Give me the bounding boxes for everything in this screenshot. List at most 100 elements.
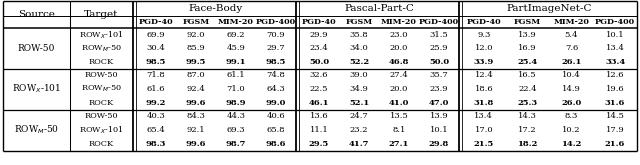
Text: 98.5: 98.5: [266, 58, 286, 66]
Text: 10.2: 10.2: [562, 126, 580, 134]
Text: ROCK: ROCK: [89, 140, 114, 148]
Text: 31.8: 31.8: [474, 99, 494, 107]
Text: 9.3: 9.3: [477, 31, 491, 39]
Text: 8.1: 8.1: [392, 126, 406, 134]
Text: ROW-50: ROW-50: [84, 71, 118, 79]
Text: 50.0: 50.0: [309, 58, 329, 66]
Text: 14.9: 14.9: [562, 85, 581, 93]
Text: ROW-50: ROW-50: [84, 112, 118, 120]
Text: 33.4: 33.4: [605, 58, 625, 66]
Text: 25.9: 25.9: [429, 44, 448, 52]
Text: 29.9: 29.9: [310, 31, 328, 39]
Text: 85.9: 85.9: [187, 44, 205, 52]
Text: 24.7: 24.7: [349, 112, 369, 120]
Text: 29.8: 29.8: [429, 140, 449, 148]
Text: 17.2: 17.2: [518, 126, 537, 134]
Text: FGSM: FGSM: [346, 18, 372, 26]
Text: PGD-400: PGD-400: [595, 18, 635, 26]
Text: 19.6: 19.6: [606, 85, 625, 93]
Text: 22.4: 22.4: [518, 85, 537, 93]
Text: 16.5: 16.5: [518, 71, 537, 79]
Text: 23.9: 23.9: [429, 85, 448, 93]
Text: 23.2: 23.2: [349, 126, 368, 134]
Text: 52.2: 52.2: [349, 58, 369, 66]
Text: 47.0: 47.0: [429, 99, 449, 107]
Text: ROW$_X$-101: ROW$_X$-101: [79, 29, 124, 41]
Text: 71.0: 71.0: [227, 85, 245, 93]
Text: PGD-40: PGD-40: [467, 18, 501, 26]
Text: MIM-20: MIM-20: [554, 18, 589, 26]
Text: 65.8: 65.8: [267, 126, 285, 134]
Text: 61.6: 61.6: [147, 85, 165, 93]
Text: 50.0: 50.0: [429, 58, 449, 66]
Text: 23.4: 23.4: [310, 44, 328, 52]
Text: ROW$_M$-50: ROW$_M$-50: [14, 124, 59, 136]
Text: 21.5: 21.5: [474, 140, 494, 148]
Text: 21.6: 21.6: [605, 140, 625, 148]
Text: 40.3: 40.3: [147, 112, 165, 120]
Text: 23.0: 23.0: [390, 31, 408, 39]
Text: 98.9: 98.9: [226, 99, 246, 107]
Text: 98.3: 98.3: [146, 140, 166, 148]
Text: 8.3: 8.3: [564, 112, 578, 120]
Text: 31.6: 31.6: [605, 99, 625, 107]
Text: FGSM: FGSM: [514, 18, 541, 26]
Text: 65.4: 65.4: [147, 126, 165, 134]
Text: 52.1: 52.1: [349, 99, 369, 107]
Text: 99.2: 99.2: [146, 99, 166, 107]
Text: 69.2: 69.2: [227, 31, 245, 39]
Text: ROW$_M$-50: ROW$_M$-50: [81, 84, 122, 94]
Text: 27.4: 27.4: [390, 71, 408, 79]
Text: 99.5: 99.5: [186, 58, 206, 66]
Text: ROW$_X$-101: ROW$_X$-101: [12, 83, 61, 95]
Text: 12.4: 12.4: [474, 71, 493, 79]
Text: 17.9: 17.9: [605, 126, 625, 134]
Text: 98.5: 98.5: [146, 58, 166, 66]
Text: 61.1: 61.1: [227, 71, 245, 79]
Text: 18.6: 18.6: [475, 85, 493, 93]
Text: ROCK: ROCK: [89, 58, 114, 66]
Text: 14.5: 14.5: [605, 112, 625, 120]
Text: Target: Target: [84, 10, 118, 19]
Text: 92.1: 92.1: [187, 126, 205, 134]
Text: 99.6: 99.6: [186, 99, 206, 107]
Text: 18.2: 18.2: [517, 140, 538, 148]
Text: Source: Source: [18, 10, 55, 19]
Text: 16.9: 16.9: [518, 44, 537, 52]
Text: Pascal-Part-C: Pascal-Part-C: [344, 4, 414, 13]
Text: 10.1: 10.1: [606, 31, 625, 39]
Text: 46.1: 46.1: [308, 99, 329, 107]
Text: 27.1: 27.1: [389, 140, 409, 148]
Text: 17.0: 17.0: [475, 126, 493, 134]
Text: 14.3: 14.3: [518, 112, 537, 120]
Text: 71.8: 71.8: [147, 71, 165, 79]
Text: 39.0: 39.0: [349, 71, 368, 79]
Text: 34.9: 34.9: [349, 85, 369, 93]
Text: 45.9: 45.9: [227, 44, 245, 52]
Text: MIM-20: MIM-20: [381, 18, 417, 26]
Text: 20.0: 20.0: [390, 44, 408, 52]
Text: PGD-40: PGD-40: [139, 18, 173, 26]
Text: 11.1: 11.1: [310, 126, 328, 134]
Text: 35.8: 35.8: [349, 31, 369, 39]
Text: 74.8: 74.8: [267, 71, 285, 79]
Text: 33.9: 33.9: [474, 58, 494, 66]
Text: 13.4: 13.4: [605, 44, 625, 52]
Text: PGD-400: PGD-400: [256, 18, 296, 26]
Text: MIM-20: MIM-20: [218, 18, 254, 26]
Text: 87.0: 87.0: [187, 71, 205, 79]
Text: 34.0: 34.0: [349, 44, 369, 52]
Text: PGD-40: PGD-40: [301, 18, 336, 26]
Text: 20.0: 20.0: [390, 85, 408, 93]
Text: 26.0: 26.0: [561, 99, 582, 107]
Text: ROW$_X$-101: ROW$_X$-101: [79, 124, 124, 136]
Text: 26.1: 26.1: [561, 58, 582, 66]
Text: 64.3: 64.3: [267, 85, 285, 93]
Text: Face-Body: Face-Body: [189, 4, 243, 13]
Text: 22.5: 22.5: [310, 85, 328, 93]
Text: 44.3: 44.3: [227, 112, 246, 120]
Text: 13.9: 13.9: [429, 112, 449, 120]
Text: 98.7: 98.7: [226, 140, 246, 148]
Text: 84.3: 84.3: [187, 112, 205, 120]
Text: PartImageNet-C: PartImageNet-C: [507, 4, 592, 13]
